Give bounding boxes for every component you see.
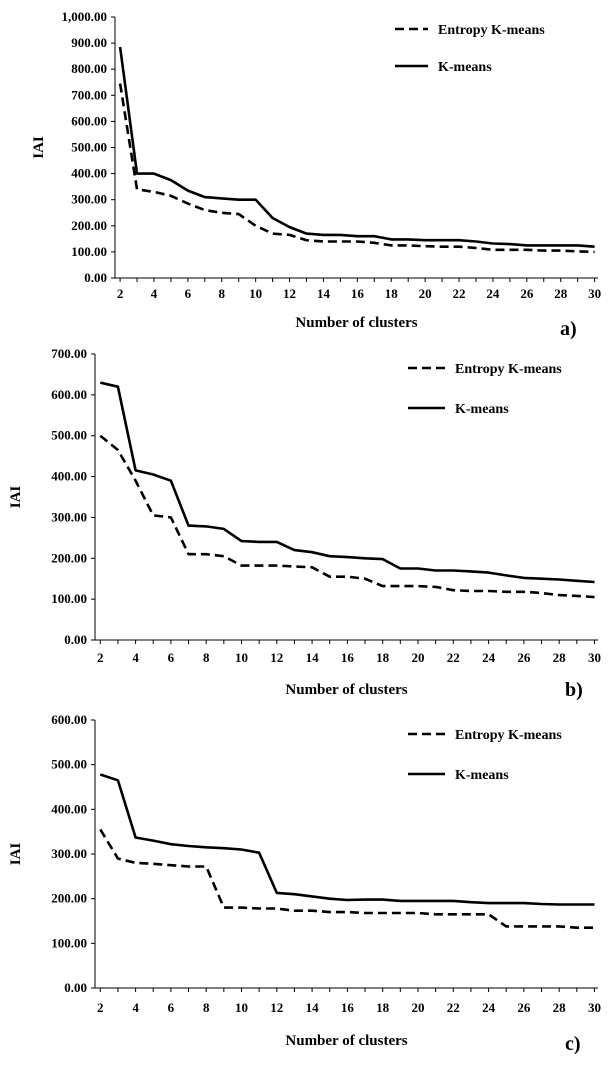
x-tick-label: 28 xyxy=(553,1000,567,1015)
x-tick-label: 28 xyxy=(553,650,567,665)
y-tick-label: 200.00 xyxy=(71,218,107,233)
y-tick-label: 300.00 xyxy=(51,509,87,524)
x-tick-label: 24 xyxy=(482,650,496,665)
series-line-entropy-kmeans-a xyxy=(118,83,595,254)
x-tick-label: 22 xyxy=(447,650,460,665)
y-tick-label: 0.00 xyxy=(64,980,87,995)
series-line-entropy-kmeans-b xyxy=(99,434,595,599)
x-tick-label: 22 xyxy=(453,286,466,301)
x-tick-label: 20 xyxy=(411,650,424,665)
series-line-kmeans-c xyxy=(99,773,595,906)
x-tick-label: 20 xyxy=(419,286,432,301)
x-tick-label: 26 xyxy=(517,650,531,665)
legend-label-entropy-kmeans: Entropy K-means xyxy=(455,728,562,743)
y-tick-label: 700.00 xyxy=(51,346,87,361)
x-tick-label: 6 xyxy=(168,650,175,665)
x-tick-label: 24 xyxy=(486,286,500,301)
x-tick-label: 26 xyxy=(520,286,534,301)
x-tick-label: 8 xyxy=(203,1000,210,1015)
y-tick-label: 400.00 xyxy=(71,166,107,181)
y-tick-label: 400.00 xyxy=(51,469,87,484)
y-axis-label-b: IAI xyxy=(8,486,24,509)
y-tick-label: 200.00 xyxy=(51,891,87,906)
series-line-entropy-kmeans-c xyxy=(99,828,595,929)
x-tick-label: 30 xyxy=(588,286,601,301)
y-tick-label: 200.00 xyxy=(51,550,87,565)
y-tick-label: 700.00 xyxy=(71,87,107,102)
x-tick-label: 14 xyxy=(317,286,331,301)
x-tick-label: 6 xyxy=(185,286,192,301)
y-tick-label: 400.00 xyxy=(51,801,87,816)
x-tick-label: 10 xyxy=(235,650,248,665)
y-tick-label: 500.00 xyxy=(51,428,87,443)
y-tick-label: 100.00 xyxy=(51,935,87,950)
y-axis-label-c: IAI xyxy=(8,843,24,866)
series-line-kmeans-a xyxy=(118,46,595,248)
chart-panel-b: 0.00 100.00 200.00 300.00 400.00 500.00 600.00… xyxy=(0,340,608,705)
legend-label-kmeans: K-means xyxy=(455,768,509,783)
x-tick-label: 4 xyxy=(132,650,139,665)
x-tick-label: 24 xyxy=(482,1000,496,1015)
panel-label-a: a) xyxy=(560,318,577,340)
series-line-kmeans-b xyxy=(100,381,595,584)
x-tick-label: 2 xyxy=(97,1000,104,1015)
chart-c-svg: 0.00 100.00 200.00 300.00 400.00 500.00 600.00… xyxy=(8,712,601,1055)
y-tick-label: 500.00 xyxy=(71,140,107,155)
x-tick-label: 30 xyxy=(588,650,601,665)
x-axis-label-c: Number of clusters xyxy=(285,1033,407,1049)
chart-b-svg: 0.00 100.00 200.00 300.00 400.00 500.00 600.00… xyxy=(8,346,601,701)
x-axis-label-a: Number of clusters xyxy=(295,315,417,331)
x-tick-label: 12 xyxy=(270,650,283,665)
x-tick-label: 18 xyxy=(376,650,390,665)
panel-label-b: b) xyxy=(565,679,583,701)
y-tick-label: 300.00 xyxy=(71,192,107,207)
legend-label-kmeans: K-means xyxy=(455,402,509,417)
y-tick-label: 800.00 xyxy=(71,61,107,76)
y-tick-label: 0.00 xyxy=(64,632,87,647)
x-tick-label: 30 xyxy=(588,1000,601,1015)
y-tick-label: 300.00 xyxy=(51,846,87,861)
y-tick-label: 900.00 xyxy=(71,35,107,50)
x-tick-label: 8 xyxy=(203,650,210,665)
x-tick-label: 2 xyxy=(117,286,124,301)
x-tick-label: 12 xyxy=(270,1000,283,1015)
y-tick-label: 600.00 xyxy=(71,113,107,128)
legend-label-kmeans: K-means xyxy=(438,60,492,75)
x-tick-label: 6 xyxy=(168,1000,175,1015)
y-tick-label: 100.00 xyxy=(51,591,87,606)
x-tick-label: 12 xyxy=(283,286,296,301)
y-tick-label: 600.00 xyxy=(51,712,87,727)
x-tick-label: 4 xyxy=(151,286,158,301)
panel-label-c: c) xyxy=(565,1033,581,1055)
y-axis-label-a: IAI xyxy=(31,136,47,159)
y-tick-label: 1,000.00 xyxy=(62,9,108,24)
y-tick-label: 600.00 xyxy=(51,387,87,402)
x-tick-label: 14 xyxy=(306,650,320,665)
y-tick-label: 100.00 xyxy=(71,244,107,259)
x-tick-label: 2 xyxy=(97,650,104,665)
x-tick-label: 28 xyxy=(554,286,568,301)
x-tick-label: 16 xyxy=(341,650,355,665)
x-tick-label: 22 xyxy=(447,1000,460,1015)
chart-a-svg: 0.00 100.00 200.00 300.00 400.00 500.00 600.00… xyxy=(31,9,601,340)
chart-panel-a: 0.00 100.00 200.00 300.00 400.00 500.00 600.00… xyxy=(0,0,608,340)
x-tick-label: 10 xyxy=(235,1000,248,1015)
x-tick-label: 20 xyxy=(411,1000,424,1015)
x-tick-label: 16 xyxy=(351,286,365,301)
legend-label-entropy-kmeans: Entropy K-means xyxy=(438,23,545,38)
x-tick-label: 18 xyxy=(376,1000,390,1015)
x-tick-label: 8 xyxy=(219,286,226,301)
x-tick-label: 16 xyxy=(341,1000,355,1015)
x-tick-label: 10 xyxy=(249,286,262,301)
legend-label-entropy-kmeans: Entropy K-means xyxy=(455,362,562,377)
x-tick-label: 26 xyxy=(517,1000,531,1015)
x-axis-label-b: Number of clusters xyxy=(285,682,407,698)
y-tick-label: 0.00 xyxy=(84,270,107,285)
x-tick-label: 18 xyxy=(385,286,399,301)
x-tick-label: 14 xyxy=(306,1000,320,1015)
chart-panel-c: 0.00 100.00 200.00 300.00 400.00 500.00 600.00… xyxy=(0,705,608,1075)
y-tick-label: 500.00 xyxy=(51,757,87,772)
x-tick-label: 4 xyxy=(132,1000,139,1015)
